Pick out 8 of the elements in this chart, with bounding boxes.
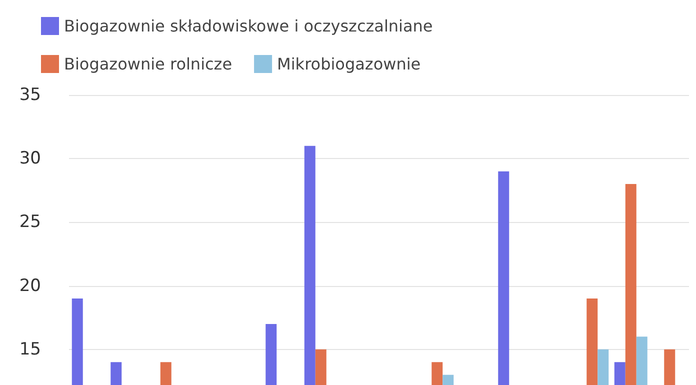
y-tick-label: 20 <box>19 276 41 296</box>
legend-label: Biogazownie składowiskowe i oczyszczalniane <box>64 16 433 36</box>
legend-label: Mikrobiogazownie <box>277 54 421 74</box>
y-tick-label: 15 <box>19 339 41 360</box>
y-tick-label: 35 <box>19 85 41 105</box>
y-tick-label: 30 <box>19 148 41 169</box>
legend-label: Biogazownie rolnicze <box>64 54 232 74</box>
y-tick-label: 25 <box>19 212 41 232</box>
